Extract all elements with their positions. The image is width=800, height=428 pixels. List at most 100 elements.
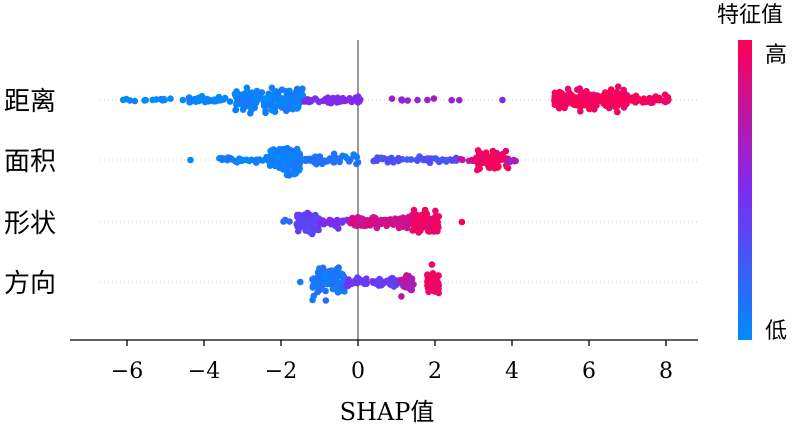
shap-point [391, 220, 398, 227]
shap-point [317, 217, 325, 224]
shap-point [558, 90, 566, 97]
feature-label: 面积 [4, 147, 56, 177]
shap-point [296, 152, 304, 159]
shap-point [377, 220, 384, 228]
shap-point [576, 85, 583, 92]
x-tick-label: 4 [505, 359, 519, 384]
shap-point [568, 92, 576, 99]
shap-point [220, 96, 227, 103]
shap-point [502, 147, 510, 155]
shap-point [309, 215, 316, 223]
shap-point [310, 292, 318, 300]
shap-point [403, 272, 410, 279]
shap-point [371, 219, 378, 226]
shap-point [430, 95, 438, 102]
shap-point [336, 157, 343, 164]
shap-point [483, 159, 491, 166]
shap-point [423, 157, 431, 164]
shap-point [305, 98, 313, 106]
shap-point [395, 224, 403, 232]
shap-point [623, 100, 630, 108]
shap-point [322, 287, 329, 295]
shap-point [354, 99, 362, 106]
shap-point [425, 274, 433, 281]
shap-point [398, 293, 405, 300]
shap-point [577, 102, 585, 110]
shap-point [432, 207, 439, 215]
shap-point [619, 95, 627, 103]
x-tick-label: 0 [351, 359, 365, 384]
shap-point [280, 152, 288, 159]
shap-point [339, 152, 346, 160]
shap-point [192, 98, 199, 105]
shap-point [354, 159, 362, 166]
row-guides [100, 99, 698, 283]
shap-point [428, 261, 436, 268]
shap-point [349, 219, 357, 227]
shap-point [278, 86, 286, 93]
shap-point [503, 163, 511, 170]
x-axis-title: SHAP值 [340, 398, 435, 426]
shap-point [294, 211, 301, 219]
shap-point [322, 297, 330, 304]
shap-point [295, 160, 303, 167]
shap-point [334, 219, 342, 226]
shap-point [198, 92, 206, 100]
shap-point [341, 97, 349, 105]
shap-point [430, 274, 438, 282]
shap-point [295, 94, 303, 101]
shap-point [474, 160, 482, 167]
shap-point [474, 166, 481, 174]
shap-point [296, 99, 303, 107]
shap-point [407, 276, 414, 284]
shap-point [363, 275, 370, 283]
shap-point [268, 84, 276, 92]
x-tick-label: 8 [659, 359, 673, 384]
shap-point [343, 282, 351, 290]
shap-point [186, 96, 193, 103]
shap-point [142, 96, 149, 104]
shap-point [302, 157, 309, 164]
shap-point [345, 277, 353, 285]
shap-point [286, 102, 294, 109]
shap-point [482, 149, 490, 156]
shap-point [236, 97, 244, 104]
shap-point [167, 95, 174, 102]
shap-point [267, 147, 274, 155]
shap-point [377, 154, 385, 162]
shap-point [414, 96, 421, 104]
shap-point [314, 274, 321, 281]
shap-point [274, 154, 282, 161]
shap-point [665, 96, 672, 103]
shap-point [286, 218, 293, 225]
shap-point [431, 217, 439, 225]
shap-point [131, 97, 139, 105]
shap-point [571, 101, 578, 109]
shap-point [424, 221, 431, 228]
shap-point [306, 228, 313, 235]
shap-point [490, 153, 497, 161]
shap-point [629, 96, 637, 104]
shap-point [498, 156, 505, 163]
shap-point [590, 91, 598, 99]
shap-point [294, 219, 302, 227]
shap-point [326, 275, 333, 283]
shap-point [415, 229, 423, 236]
shap-point [244, 95, 251, 102]
shap-point [247, 110, 254, 117]
colorbar-low-label: 低 [765, 319, 787, 344]
x-tick-label: 6 [582, 359, 596, 384]
shap-point [456, 96, 463, 104]
shap-point [585, 91, 593, 98]
shap-point [179, 96, 187, 104]
shap-point [300, 211, 308, 219]
shap-point [277, 95, 285, 102]
shap-point [282, 165, 290, 173]
shap-point [586, 97, 594, 104]
shap-point [577, 108, 584, 115]
x-tick-label: −2 [265, 359, 297, 384]
shap-point [563, 93, 570, 101]
colorbar-high-label: 高 [765, 43, 787, 68]
shap-point [262, 95, 270, 102]
